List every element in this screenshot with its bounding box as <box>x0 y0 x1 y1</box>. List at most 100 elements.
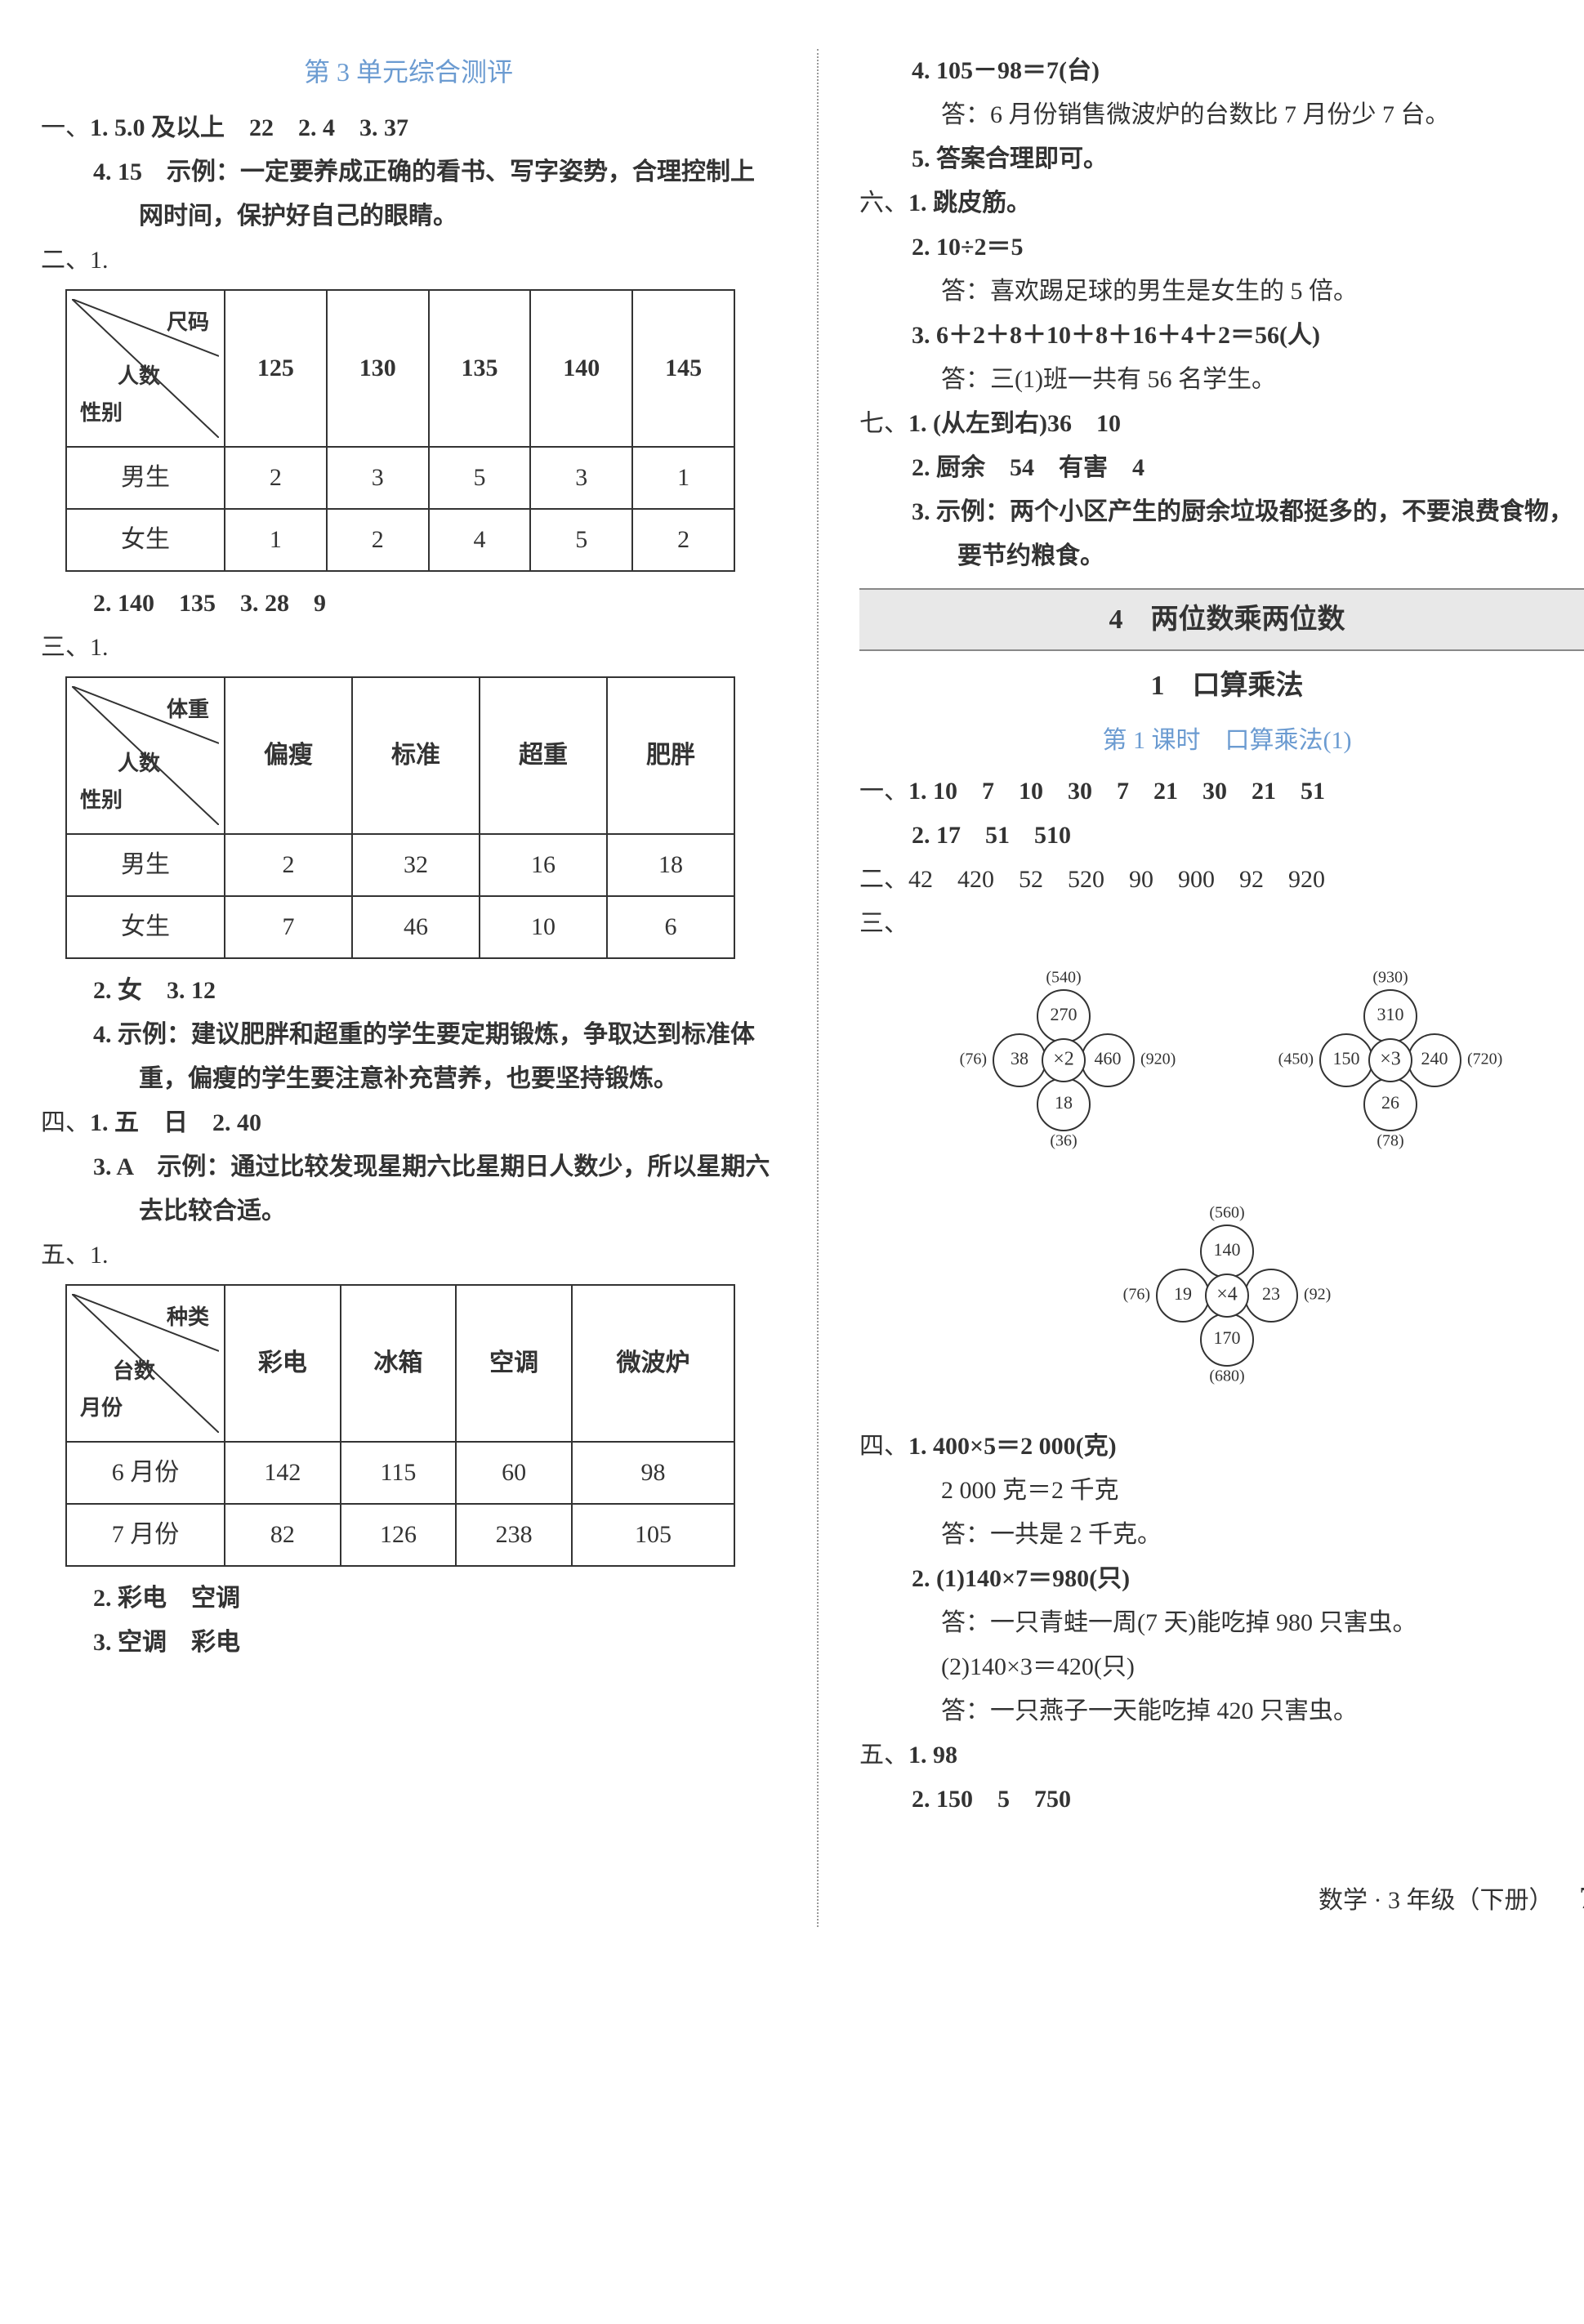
diag-bottom: 性别 <box>80 782 123 820</box>
s1-i4: 4. 15 示例：一定要养成正确的看书、写字姿势，合理控制上网时间，保护好自己的… <box>41 150 776 239</box>
cell: 126 <box>341 1504 457 1566</box>
cell: 10 <box>480 896 607 958</box>
page-footer: 数学 · 3 年级（下册） 7 <box>859 1871 1584 1926</box>
col-h: 空调 <box>456 1285 572 1442</box>
s5-i4a: 4. 105－98＝7(台) <box>859 49 1584 93</box>
svg-text:23: 23 <box>1262 1283 1280 1304</box>
s1-i2: 2. 4 <box>298 114 335 141</box>
cs4-i1b: 2 000 克＝2 千克 <box>859 1469 1584 1513</box>
svg-text:(92): (92) <box>1304 1286 1331 1304</box>
col-h: 肥胖 <box>607 677 734 834</box>
cell: 238 <box>456 1504 572 1566</box>
cell: 5 <box>530 509 632 571</box>
s1-line1: 一、1. 5.0 及以上 22 2. 4 3. 37 <box>41 106 776 150</box>
svg-text:(560): (560) <box>1209 1204 1244 1222</box>
cell: 7 <box>225 896 352 958</box>
cell: 1 <box>225 509 327 571</box>
cs3-label: 三、 <box>859 902 1584 946</box>
diag-bottom: 性别 <box>80 395 123 433</box>
cell: 115 <box>341 1442 457 1504</box>
table-row: 体重 人数 性别 偏瘦 标准 超重 肥胖 <box>66 677 734 834</box>
row-label: 男生 <box>66 447 225 509</box>
s4-i3: 3. A 示例：通过比较发现星期六比星期日人数少，所以星期六去比较合适。 <box>41 1145 776 1233</box>
cs2: 二、42 420 52 520 90 900 92 920 <box>859 858 1584 902</box>
s7-i2: 2. 厨余 54 有害 4 <box>859 446 1584 490</box>
svg-text:240: 240 <box>1421 1048 1448 1068</box>
svg-text:(36): (36) <box>1050 1132 1077 1150</box>
cell: 2 <box>225 447 327 509</box>
col-h: 135 <box>429 290 531 447</box>
s6-i1: 六、1. 跳皮筋。 <box>859 181 1584 225</box>
diag-cell: 尺码 人数 性别 <box>72 299 219 438</box>
diag-top: 体重 <box>167 691 209 729</box>
s2-rest: 2. 140 135 3. 28 9 <box>41 582 776 626</box>
svg-text:(450): (450) <box>1278 1050 1314 1068</box>
svg-text:(78): (78) <box>1377 1132 1403 1150</box>
flower-diagram: ×4 140170 1923 (560) (680) (76) (92) <box>1080 1189 1374 1416</box>
page-container: 第 3 单元综合测评 一、1. 5.0 及以上 22 2. 4 3. 37 4.… <box>41 49 1543 1927</box>
s6-i3b: 答：三(1)班一共有 56 名学生。 <box>859 358 1584 402</box>
table-row: 尺码 人数 性别 125 130 135 140 145 <box>66 290 734 447</box>
s6-i2b: 答：喜欢踢足球的男生是女生的 5 倍。 <box>859 270 1584 314</box>
col-h: 超重 <box>480 677 607 834</box>
svg-text:×4: ×4 <box>1216 1284 1238 1305</box>
s1-i3: 3. 37 <box>359 114 408 141</box>
table-weight: 体重 人数 性别 偏瘦 标准 超重 肥胖 男生 2 32 16 18 女生 7 <box>65 676 735 959</box>
s6-i3a: 3. 6＋2＋8＋10＋8＋16＋4＋2＝56(人) <box>859 314 1584 358</box>
cell: 82 <box>225 1504 341 1566</box>
svg-text:×2: ×2 <box>1053 1049 1074 1070</box>
svg-text:(930): (930) <box>1372 969 1408 987</box>
cell: 98 <box>572 1442 734 1504</box>
cell: 18 <box>607 834 734 896</box>
table-sizes: 尺码 人数 性别 125 130 135 140 145 男生 2 3 5 3 … <box>65 289 735 572</box>
footer-page: 7 <box>1579 1881 1584 1916</box>
cs1-i1: 一、1. 10 7 10 30 7 21 30 21 51 <box>859 769 1584 814</box>
cs4-i2b: 答：一只青蛙一周(7 天)能吃掉 980 只害虫。 <box>859 1601 1584 1645</box>
table-sales: 种类 台数 月份 彩电 冰箱 空调 微波炉 6 月份 142 115 60 98… <box>65 1284 735 1567</box>
diag-top: 尺码 <box>167 304 209 342</box>
table-row: 男生 2 3 5 3 1 <box>66 447 734 509</box>
s5-i4b: 答：6 月份销售微波炉的台数比 7 月份少 7 台。 <box>859 93 1584 137</box>
flower-diagram: ×2 27018 38460 (540) (36) (76) (920) <box>917 954 1211 1181</box>
svg-text:460: 460 <box>1095 1048 1122 1068</box>
svg-text:270: 270 <box>1051 1004 1078 1024</box>
row-label: 女生 <box>66 896 225 958</box>
col-h: 140 <box>530 290 632 447</box>
left-column: 第 3 单元综合测评 一、1. 5.0 及以上 22 2. 4 3. 37 4.… <box>41 49 776 1927</box>
cell: 16 <box>480 834 607 896</box>
svg-text:(920): (920) <box>1140 1050 1176 1068</box>
row-label: 6 月份 <box>66 1442 225 1504</box>
s4-line: 四、1. 五 日 2. 40 <box>41 1101 776 1145</box>
cell: 4 <box>429 509 531 571</box>
table-row: 7 月份 82 126 238 105 <box>66 1504 734 1566</box>
cell: 2 <box>632 509 734 571</box>
cell: 3 <box>530 447 632 509</box>
diag-mid: 人数 <box>118 745 160 783</box>
cell: 46 <box>352 896 480 958</box>
cell: 32 <box>352 834 480 896</box>
col-h: 微波炉 <box>572 1285 734 1442</box>
sec1-title: 1 口算乘法 <box>859 661 1584 711</box>
cs4-i2a: 2. (1)140×7＝980(只) <box>859 1557 1584 1601</box>
cell: 142 <box>225 1442 341 1504</box>
cell: 5 <box>429 447 531 509</box>
cs1-i2: 2. 17 51 510 <box>859 814 1584 858</box>
cell: 105 <box>572 1504 734 1566</box>
row-label: 男生 <box>66 834 225 896</box>
unit3-title: 第 3 单元综合测评 <box>41 49 776 96</box>
diag-cell: 体重 人数 性别 <box>72 686 219 825</box>
svg-text:18: 18 <box>1055 1092 1073 1113</box>
row-label: 7 月份 <box>66 1504 225 1566</box>
s5-i5: 5. 答案合理即可。 <box>859 137 1584 181</box>
cell: 2 <box>327 509 429 571</box>
cell: 2 <box>225 834 352 896</box>
col-h: 125 <box>225 290 327 447</box>
table-row: 男生 2 32 16 18 <box>66 834 734 896</box>
table-row: 6 月份 142 115 60 98 <box>66 1442 734 1504</box>
cs5-i2: 2. 150 5 750 <box>859 1778 1584 1822</box>
s7-i1: 七、1. (从左到右)36 10 <box>859 402 1584 446</box>
diag-cell: 种类 台数 月份 <box>72 1294 219 1433</box>
cs4-i1a: 四、1. 400×5＝2 000(克) <box>859 1425 1584 1469</box>
s3-i4: 4. 示例：建议肥胖和超重的学生要定期锻炼，争取达到标准体重，偏瘦的学生要注意补… <box>41 1013 776 1101</box>
footer-subject: 数学 · 3 年级（下册） <box>1319 1887 1554 1914</box>
